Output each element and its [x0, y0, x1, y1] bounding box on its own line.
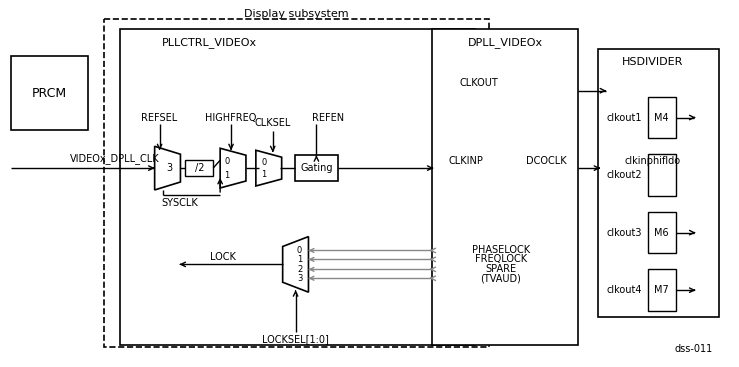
Bar [120, 29, 475, 345]
Text: 0: 0 [225, 157, 230, 166]
Polygon shape [220, 148, 246, 188]
Text: 3: 3 [166, 163, 173, 173]
Text: M7: M7 [655, 285, 669, 295]
Text: Gating: Gating [300, 163, 333, 173]
Text: SYSCLK: SYSCLK [161, 198, 198, 208]
Text: clkinphifldo: clkinphifldo [624, 156, 681, 166]
Bar [185, 160, 213, 176]
Text: clkout4: clkout4 [607, 285, 642, 295]
Text: PHASELOCK: PHASELOCK [472, 246, 530, 255]
Polygon shape [256, 150, 282, 186]
Text: 0: 0 [297, 246, 302, 255]
Text: HIGHFREQ: HIGHFREQ [205, 113, 256, 124]
Bar [648, 212, 675, 254]
Text: 2: 2 [297, 265, 302, 274]
Text: /2: /2 [194, 163, 204, 173]
Bar [648, 97, 675, 138]
Text: LOCK: LOCK [210, 252, 236, 262]
Text: dss-011: dss-011 [674, 344, 712, 354]
Text: DCOCLK: DCOCLK [526, 156, 567, 166]
Bar [432, 29, 579, 345]
Text: REFEN: REFEN [313, 113, 344, 124]
Text: M6: M6 [655, 228, 669, 237]
Text: PLLCTRL_VIDEOx: PLLCTRL_VIDEOx [162, 37, 256, 48]
Text: DPLL_VIDEOx: DPLL_VIDEOx [467, 37, 542, 48]
Text: (TVAUD): (TVAUD) [480, 273, 522, 283]
Text: clkout2: clkout2 [606, 170, 642, 180]
Text: 0: 0 [261, 158, 267, 167]
Text: 3: 3 [297, 274, 302, 283]
Bar [648, 154, 675, 196]
Polygon shape [282, 237, 308, 292]
Text: clkout3: clkout3 [607, 228, 642, 237]
Text: FREQLOCK: FREQLOCK [475, 254, 527, 264]
Text: REFSEL: REFSEL [141, 113, 177, 124]
Bar [104, 19, 489, 347]
Text: LOCKSEL[1:0]: LOCKSEL[1:0] [262, 334, 329, 344]
Text: CLKSEL: CLKSEL [254, 119, 291, 128]
Text: Display subsystem: Display subsystem [245, 9, 349, 19]
Text: M4: M4 [655, 113, 669, 123]
Text: 1: 1 [225, 171, 230, 179]
Text: SPARE: SPARE [486, 264, 517, 275]
Text: CLKINP: CLKINP [449, 156, 484, 166]
Text: CLKOUT: CLKOUT [460, 78, 499, 88]
Text: VIDEOx_DPLL_CLK: VIDEOx_DPLL_CLK [70, 153, 160, 164]
Bar [295, 155, 338, 181]
Text: PRCM: PRCM [32, 87, 67, 100]
Bar [11, 56, 88, 130]
Bar [599, 49, 719, 317]
Bar [648, 269, 675, 311]
Text: 1: 1 [297, 255, 302, 264]
Text: 1: 1 [261, 170, 267, 179]
Text: HSDIVIDER: HSDIVIDER [622, 57, 684, 67]
Text: clkout1: clkout1 [607, 113, 642, 123]
Polygon shape [154, 146, 180, 190]
